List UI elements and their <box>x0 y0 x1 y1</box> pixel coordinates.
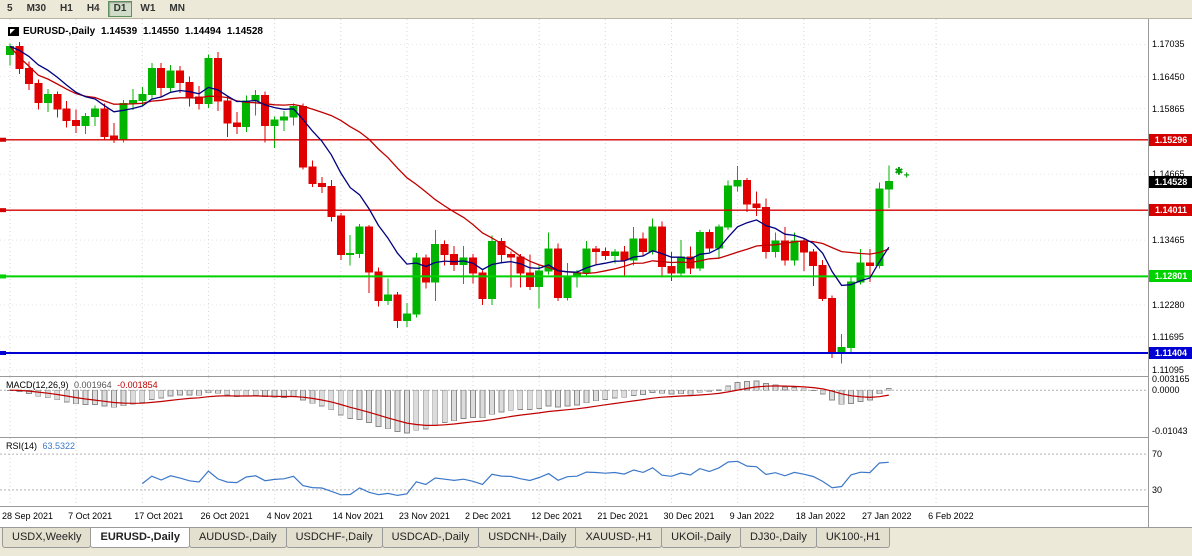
chart-close-value: 1.14528 <box>226 26 263 37</box>
rsi-indicator-pane[interactable] <box>0 438 1148 506</box>
hline-anchor <box>0 137 6 142</box>
time-axis-label: 18 Jan 2022 <box>795 511 846 521</box>
chart-tab-usdcnh-daily[interactable]: USDCNH-,Daily <box>478 528 577 548</box>
macd-signal-value: -0.001854 <box>117 380 158 390</box>
price-level-tag: 1.12801 <box>1149 270 1192 283</box>
svg-text:+: + <box>904 171 910 182</box>
chart-tab-usdcad-daily[interactable]: USDCAD-,Daily <box>381 528 480 548</box>
time-axis-label: 26 Oct 2021 <box>200 511 250 521</box>
chart-window[interactable]: ✱ + EURUSD-,Daily 1.14539 1.14550 1.14494… <box>0 19 1192 527</box>
pane-separator[interactable] <box>0 506 1192 507</box>
price-axis-tick: 1.16450 <box>1152 71 1185 82</box>
chart-tab-ukoil-daily[interactable]: UKOil-,Daily <box>661 528 741 548</box>
price-axis-tick: 1.11695 <box>1152 332 1184 343</box>
chart-high-value: 1.14550 <box>142 26 180 37</box>
time-axis-label: 4 Nov 2021 <box>266 511 313 521</box>
price-axis-tick: 1.11095 <box>1152 364 1184 375</box>
macd-name: MACD(12,26,9) <box>6 380 69 390</box>
price-axis[interactable]: 1.17035 1.16450 1.15865 1.14665 1.13465 1.122… <box>1148 19 1192 527</box>
timeframe-button-m30[interactable]: M30 <box>26 3 47 14</box>
time-axis[interactable]: 28 Sep 2021 7 Oct 2021 17 Oct 2021 26 Oct 2… <box>0 507 1148 527</box>
time-axis-label: 9 Jan 2022 <box>729 511 775 521</box>
time-axis-label: 7 Oct 2021 <box>68 511 113 521</box>
rsi-name: RSI(14) <box>6 441 38 451</box>
svg-text:✱: ✱ <box>895 166 904 177</box>
pane-separator[interactable] <box>0 376 1192 377</box>
time-axis-label: 27 Jan 2022 <box>861 511 912 521</box>
macd-main-value: 0.001964 <box>74 380 112 390</box>
macd-axis-label: -0.01043 <box>1152 426 1188 436</box>
rsi-line <box>141 460 889 497</box>
time-axis-label: 12 Dec 2021 <box>531 511 583 521</box>
rsi-axis-label: 30 <box>1152 484 1163 495</box>
chart-title: EURUSD-,Daily 1.14539 1.14550 1.14494 1.… <box>23 26 266 37</box>
timeframe-toolbar: 5 M30 H1 H4 D1 W1 MN <box>0 0 1192 19</box>
macd-indicator-pane[interactable] <box>0 377 1148 437</box>
timeframe-button-d1[interactable]: D1 <box>107 1 133 17</box>
pane-separator[interactable] <box>0 437 1192 438</box>
chart-tab-bar: USDX,Weekly EURUSD-,Daily AUDUSD-,Daily USD… <box>0 527 1192 556</box>
price-level-tag: 1.11404 <box>1149 346 1192 359</box>
chart-low-value: 1.14494 <box>184 26 222 37</box>
macd-axis-label: 0.0000 <box>1152 385 1180 396</box>
macd-histogram <box>7 380 892 434</box>
rsi-indicator-label: RSI(14) 63.5322 <box>6 441 78 451</box>
price-level-tag: 1.15296 <box>1149 133 1192 146</box>
price-axis-tick: 1.13465 <box>1152 235 1185 246</box>
chart-tab-uk100-h1[interactable]: UK100-,H1 <box>815 528 891 548</box>
chart-tab-dj30-daily[interactable]: DJ30-,Daily <box>739 528 817 548</box>
time-axis-label: 6 Feb 2022 <box>928 511 974 521</box>
time-axis-label: 28 Sep 2021 <box>2 511 54 521</box>
macd-signal-line <box>9 385 889 427</box>
time-axis-label: 2 Dec 2021 <box>465 511 512 521</box>
price-axis-tick: 1.15865 <box>1152 103 1185 114</box>
time-axis-label: 17 Oct 2021 <box>134 511 184 521</box>
time-axis-label: 14 Nov 2021 <box>332 511 384 521</box>
time-axis-label: 23 Nov 2021 <box>398 511 450 521</box>
timeframe-button-5[interactable]: 5 <box>7 3 13 14</box>
chart-tab-eurusd-daily[interactable]: EURUSD-,Daily <box>90 528 190 548</box>
hline-anchor <box>0 274 6 279</box>
price-level-tag: 1.14011 <box>1149 204 1192 217</box>
macd-axis-label: 0.003165 <box>1152 374 1190 384</box>
timeframe-button-w1[interactable]: W1 <box>140 3 156 14</box>
ma-fast-line <box>9 45 890 287</box>
price-axis-tick: 1.14665 <box>1152 169 1185 180</box>
chart-open-value: 1.14539 <box>101 26 138 37</box>
hline-anchor <box>0 208 6 213</box>
chart-tab-xauusd-h1[interactable]: XAUUSD-,H1 <box>575 528 663 548</box>
price-axis-tick: 1.17035 <box>1152 39 1185 50</box>
trade-markers: ✱ + <box>895 166 910 181</box>
price-axis-tick: 1.12280 <box>1152 299 1185 310</box>
corner-arrow-icon <box>10 29 15 34</box>
rsi-value: 63.5322 <box>42 441 76 451</box>
hline-anchor <box>0 350 6 355</box>
time-axis-label: 30 Dec 2021 <box>663 511 715 521</box>
timeframe-button-h1[interactable]: H1 <box>60 3 73 14</box>
chart-tab-audusd-daily[interactable]: AUDUSD-,Daily <box>188 528 287 548</box>
ma-slow-line <box>9 45 890 275</box>
candles-layer <box>6 42 893 364</box>
time-axis-label: 21 Dec 2021 <box>597 511 649 521</box>
chart-tab-usdchf-daily[interactable]: USDCHF-,Daily <box>285 528 383 548</box>
timeframe-button-mn[interactable]: MN <box>169 3 185 14</box>
chart-tab-usdx-weekly[interactable]: USDX,Weekly <box>2 528 92 548</box>
timeframe-button-h4[interactable]: H4 <box>86 3 100 14</box>
chart-corner-icon[interactable] <box>8 27 19 36</box>
chart-symbol-period: EURUSD-,Daily <box>23 26 96 37</box>
current-price-tag: 1.14528 <box>1149 175 1192 188</box>
rsi-axis-label: 70 <box>1152 449 1163 460</box>
macd-indicator-label: MACD(12,26,9) 0.001964 -0.001854 <box>6 380 161 390</box>
price-chart-pane[interactable]: ✱ + <box>0 19 1148 376</box>
